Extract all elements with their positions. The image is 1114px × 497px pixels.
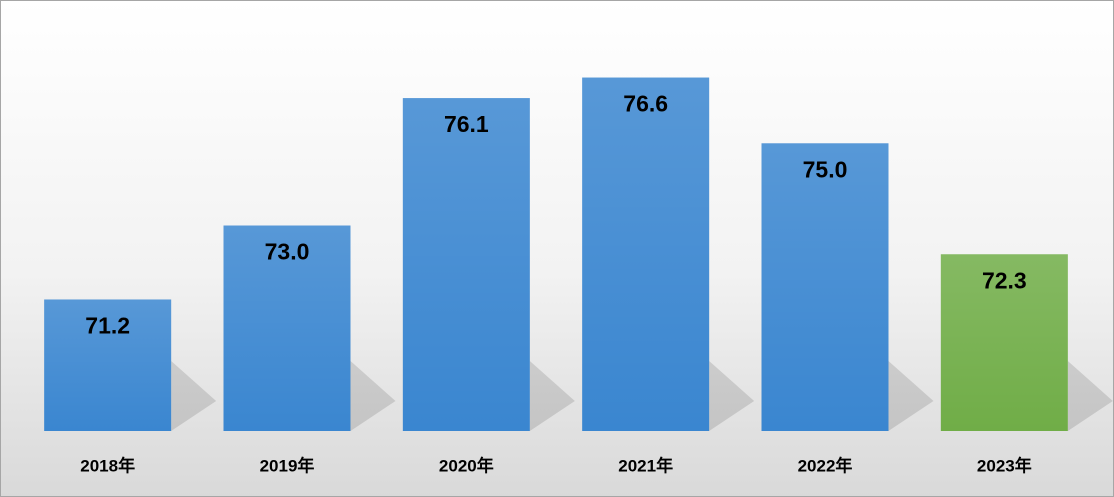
x-tick-label: 2019年	[260, 455, 315, 475]
bar-shine	[402, 98, 530, 431]
value-label: 76.6	[623, 91, 668, 117]
bar-shadow	[888, 361, 934, 431]
bar-shadow	[350, 361, 396, 431]
value-label: 76.1	[444, 111, 489, 137]
bar-shadow	[171, 361, 217, 431]
value-label: 72.3	[982, 267, 1027, 293]
bar-shine	[761, 143, 889, 432]
bar-shine	[940, 254, 1068, 431]
value-label: 75.0	[803, 156, 848, 182]
x-tick-label: 2023年	[977, 455, 1032, 475]
value-label: 73.0	[265, 239, 310, 265]
x-tick-label: 2021年	[618, 455, 673, 475]
bar-shine	[223, 225, 351, 431]
bar-shadow	[1067, 361, 1113, 431]
x-tick-label: 2018年	[80, 455, 135, 475]
bar-shadow	[529, 361, 575, 431]
bar-shadow	[709, 361, 755, 431]
bar-shine	[582, 77, 710, 431]
bar-shine	[44, 299, 172, 431]
x-tick-label: 2020年	[439, 455, 494, 475]
x-tick-label: 2022年	[798, 455, 853, 475]
value-label: 71.2	[85, 313, 130, 339]
